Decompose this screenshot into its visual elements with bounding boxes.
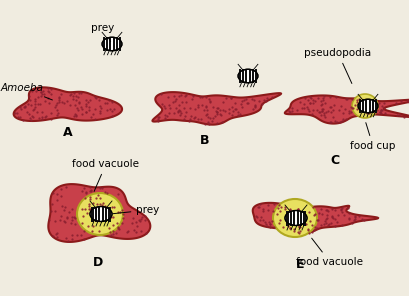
Bar — [371, 99, 373, 113]
Polygon shape — [252, 203, 377, 234]
Bar — [364, 99, 366, 113]
Text: food cup: food cup — [349, 123, 395, 151]
Bar — [248, 69, 250, 83]
Bar — [115, 37, 117, 51]
Text: prey: prey — [112, 205, 159, 215]
Bar — [94, 207, 97, 221]
Text: E: E — [295, 258, 303, 271]
Bar — [368, 99, 370, 113]
Bar — [358, 99, 360, 113]
Ellipse shape — [272, 199, 316, 237]
Bar — [109, 37, 111, 51]
Bar — [101, 207, 103, 221]
Bar — [112, 37, 114, 51]
Text: D: D — [93, 256, 103, 269]
Bar — [242, 69, 244, 83]
Polygon shape — [13, 87, 122, 121]
Bar — [106, 37, 108, 51]
Polygon shape — [152, 92, 281, 125]
Text: C: C — [330, 154, 339, 167]
Ellipse shape — [351, 94, 377, 118]
Bar — [289, 210, 291, 226]
Bar — [374, 99, 376, 113]
Bar — [239, 69, 241, 83]
Bar — [292, 210, 294, 226]
Bar — [91, 207, 93, 221]
Ellipse shape — [102, 37, 121, 51]
Bar — [108, 207, 110, 221]
Bar — [103, 37, 105, 51]
Text: A: A — [63, 126, 73, 139]
Ellipse shape — [357, 99, 377, 113]
Bar — [362, 99, 364, 113]
Polygon shape — [284, 95, 409, 123]
Text: prey: prey — [91, 23, 115, 41]
Ellipse shape — [77, 193, 123, 235]
Bar — [98, 207, 100, 221]
Bar — [286, 210, 288, 226]
Text: food vacuole: food vacuole — [72, 159, 139, 192]
Bar — [245, 69, 247, 83]
Bar — [299, 210, 301, 226]
Bar — [105, 207, 107, 221]
Bar — [254, 69, 256, 83]
Text: B: B — [200, 134, 209, 147]
Ellipse shape — [284, 210, 306, 226]
Text: food vacuole: food vacuole — [296, 238, 363, 267]
Text: pseudopodia: pseudopodia — [304, 48, 371, 83]
Ellipse shape — [238, 69, 257, 83]
Bar — [296, 210, 298, 226]
Polygon shape — [48, 184, 150, 242]
Text: Amoeba: Amoeba — [0, 83, 52, 100]
Bar — [118, 37, 120, 51]
Bar — [303, 210, 305, 226]
Ellipse shape — [90, 207, 112, 221]
Bar — [251, 69, 253, 83]
